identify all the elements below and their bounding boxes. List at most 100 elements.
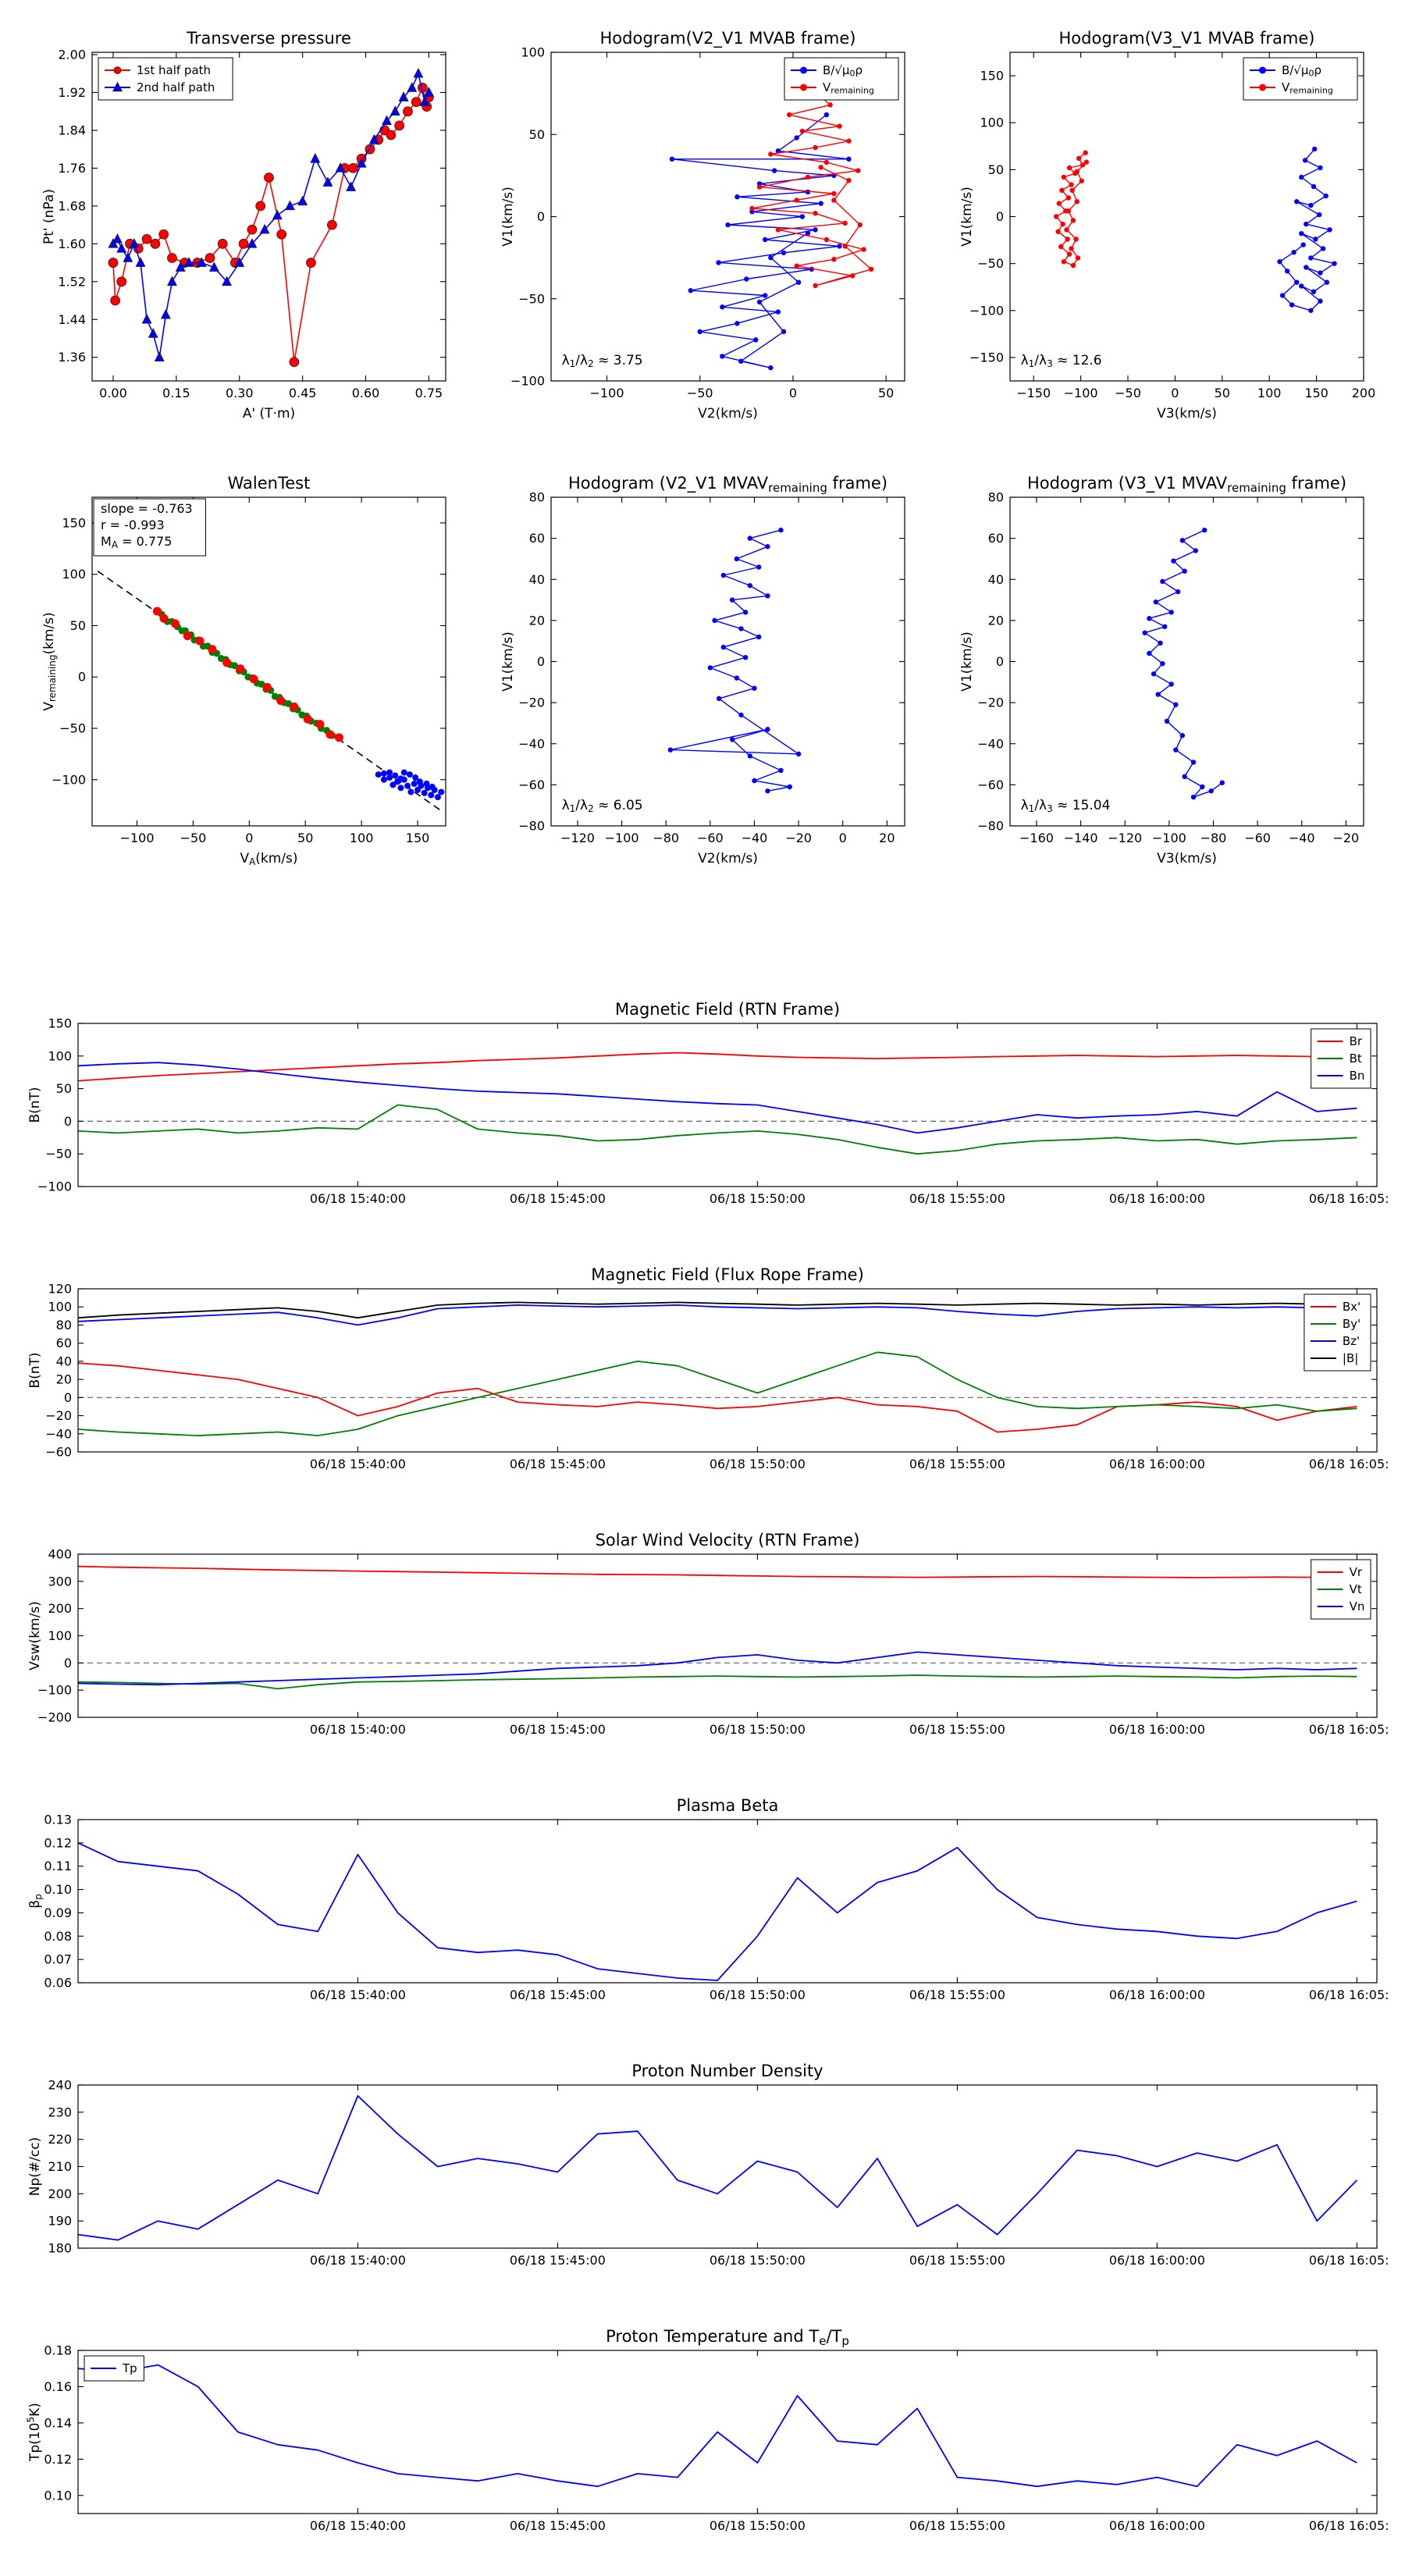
svg-text:−150: −150 bbox=[969, 350, 1004, 365]
svg-text:1.44: 1.44 bbox=[58, 312, 86, 327]
svg-text:0: 0 bbox=[996, 209, 1004, 224]
svg-text:Solar Wind Velocity (RTN Frame: Solar Wind Velocity (RTN Frame) bbox=[596, 1531, 860, 1550]
svg-text:06/18 15:40:00: 06/18 15:40:00 bbox=[310, 2518, 406, 2533]
svg-text:−160: −160 bbox=[1019, 831, 1054, 845]
svg-text:230: 230 bbox=[48, 2105, 72, 2119]
svg-text:−140: −140 bbox=[1064, 831, 1098, 845]
svg-text:0.08: 0.08 bbox=[44, 1929, 72, 1944]
svg-text:λ1/λ2 ≈ 3.75: λ1/λ2 ≈ 3.75 bbox=[562, 353, 643, 369]
svg-text:06/18 16:05:00: 06/18 16:05:00 bbox=[1309, 2518, 1389, 2533]
chart-hodogram-v3v1-mvab: −150 −100 −50 0 50 100 150 200 −150 −100 −50 0 50 100… bbox=[959, 29, 1375, 422]
svg-text:06/18 15:50:00: 06/18 15:50:00 bbox=[710, 1191, 806, 1206]
svg-text:V2(km/s): V2(km/s) bbox=[698, 406, 758, 422]
svg-text:2.00: 2.00 bbox=[58, 48, 86, 62]
svg-text:Vn: Vn bbox=[1350, 1599, 1365, 1614]
svg-text:0.07: 0.07 bbox=[44, 1952, 72, 1967]
svg-text:−40: −40 bbox=[518, 736, 545, 751]
svg-text:Bt: Bt bbox=[1350, 1051, 1362, 1066]
svg-text:B/√μ0ρ: B/√μ0ρ bbox=[823, 63, 863, 79]
svg-text:−20: −20 bbox=[518, 696, 545, 710]
svg-text:−100: −100 bbox=[52, 772, 86, 787]
chart-magnetic-field-flux-rope: 06/18 15:40:00 06/18 15:45:00 06/18 15:50:… bbox=[27, 1265, 1389, 1471]
svg-text:220: 220 bbox=[48, 2132, 72, 2147]
svg-text:A' (T·m): A' (T·m) bbox=[243, 406, 295, 422]
svg-text:0.06: 0.06 bbox=[44, 1976, 72, 1991]
svg-text:0: 0 bbox=[537, 209, 545, 224]
svg-text:Br: Br bbox=[1350, 1034, 1363, 1048]
chart-transverse-pressure: 0.00 0.15 0.30 0.45 0.60 0.75 1.36 1.44 1.52 1.60… bbox=[41, 29, 446, 422]
svg-text:−80: −80 bbox=[518, 819, 545, 834]
svg-text:Transverse pressure: Transverse pressure bbox=[186, 29, 351, 48]
chart-hodogram-v2v1-mvab: −100 −50 0 50 −100 −50 0 50 100 Hodogram(V2_V1 MV… bbox=[500, 29, 905, 422]
svg-text:20: 20 bbox=[988, 613, 1004, 628]
svg-text:Bz': Bz' bbox=[1343, 1334, 1360, 1348]
svg-text:80: 80 bbox=[56, 1318, 72, 1332]
svg-text:06/18 15:50:00: 06/18 15:50:00 bbox=[710, 1722, 806, 1737]
svg-text:150: 150 bbox=[980, 69, 1004, 84]
svg-text:−80: −80 bbox=[653, 831, 679, 845]
svg-text:0: 0 bbox=[245, 831, 253, 845]
svg-text:50: 50 bbox=[1215, 386, 1230, 400]
svg-text:Tp: Tp bbox=[122, 2361, 137, 2375]
svg-text:06/18 16:05:00: 06/18 16:05:00 bbox=[1309, 2253, 1389, 2268]
svg-text:200: 200 bbox=[48, 2186, 72, 2201]
svg-text:60: 60 bbox=[56, 1336, 72, 1350]
svg-text:200: 200 bbox=[1352, 386, 1375, 400]
svg-text:Pt' (nPa): Pt' (nPa) bbox=[41, 189, 57, 244]
svg-text:60: 60 bbox=[988, 531, 1004, 546]
svg-text:−40: −40 bbox=[1289, 831, 1315, 845]
svg-text:150: 150 bbox=[1304, 386, 1329, 400]
svg-text:0: 0 bbox=[78, 670, 86, 685]
svg-text:0.75: 0.75 bbox=[415, 386, 443, 400]
svg-text:slope = -0.763: slope = -0.763 bbox=[101, 501, 193, 516]
svg-text:06/18 15:40:00: 06/18 15:40:00 bbox=[310, 1987, 406, 2002]
svg-text:0: 0 bbox=[996, 654, 1004, 669]
svg-text:100: 100 bbox=[62, 567, 86, 582]
chart-hodogram-v3v1-mvav: −160 −140 −120 −100 −80 −60 −40 −20 −80 −60 −40 −20… bbox=[959, 474, 1364, 866]
svg-text:06/18 15:50:00: 06/18 15:50:00 bbox=[710, 1457, 806, 1471]
svg-text:06/18 15:45:00: 06/18 15:45:00 bbox=[510, 1191, 606, 1206]
svg-text:−200: −200 bbox=[37, 1710, 72, 1725]
svg-text:80: 80 bbox=[529, 490, 545, 505]
svg-text:V2(km/s): V2(km/s) bbox=[698, 851, 758, 866]
svg-text:WalenTest: WalenTest bbox=[228, 474, 311, 493]
svg-text:B(nT): B(nT) bbox=[27, 1087, 43, 1123]
svg-text:50: 50 bbox=[70, 618, 86, 633]
svg-text:λ1/λ3 ≈ 12.6: λ1/λ3 ≈ 12.6 bbox=[1021, 353, 1102, 369]
svg-text:−100: −100 bbox=[590, 386, 624, 400]
svg-text:06/18 16:05:00: 06/18 16:05:00 bbox=[1309, 1457, 1389, 1471]
svg-text:−50: −50 bbox=[687, 386, 713, 400]
chart-magnetic-field-rtn: 06/18 15:40:00 06/18 15:45:00 06/18 15:50:… bbox=[27, 1000, 1389, 1206]
svg-text:06/18 16:05:00: 06/18 16:05:00 bbox=[1309, 1191, 1389, 1206]
svg-text:−100: −100 bbox=[120, 831, 155, 845]
svg-text:Hodogram (V2_V1 MVAVremaining: Hodogram (V2_V1 MVAVremaining frame) bbox=[568, 474, 887, 495]
svg-text:Bx': Bx' bbox=[1343, 1300, 1361, 1314]
svg-text:Hodogram(V3_V1 MVAB frame): Hodogram(V3_V1 MVAB frame) bbox=[1059, 29, 1315, 48]
svg-text:V1(km/s): V1(km/s) bbox=[959, 632, 975, 692]
svg-text:−80: −80 bbox=[977, 819, 1004, 834]
svg-text:−40: −40 bbox=[45, 1426, 72, 1441]
chart-proton-temperature: 06/18 15:40:00 06/18 15:45:00 06/18 15:50:… bbox=[26, 2327, 1389, 2533]
svg-text:−60: −60 bbox=[697, 831, 724, 845]
svg-text:Magnetic Field (RTN Frame): Magnetic Field (RTN Frame) bbox=[615, 1000, 840, 1019]
svg-text:210: 210 bbox=[48, 2159, 72, 2174]
svg-text:1.60: 1.60 bbox=[58, 237, 86, 251]
svg-text:06/18 15:50:00: 06/18 15:50:00 bbox=[710, 2253, 806, 2268]
svg-text:B/√μ0ρ: B/√μ0ρ bbox=[1282, 63, 1321, 79]
svg-text:Proton Temperature and Te/Tp: Proton Temperature and Te/Tp bbox=[606, 2327, 849, 2348]
svg-text:06/18 15:45:00: 06/18 15:45:00 bbox=[510, 1722, 606, 1737]
svg-text:0: 0 bbox=[839, 831, 847, 845]
svg-text:06/18 15:45:00: 06/18 15:45:00 bbox=[510, 2253, 606, 2268]
chart-proton-number-density: 06/18 15:40:00 06/18 15:45:00 06/18 15:50:… bbox=[27, 2062, 1389, 2268]
svg-text:06/18 16:00:00: 06/18 16:00:00 bbox=[1109, 1191, 1205, 1206]
svg-text:−20: −20 bbox=[977, 696, 1004, 710]
svg-text:150: 150 bbox=[62, 515, 86, 530]
svg-text:20: 20 bbox=[56, 1372, 72, 1387]
svg-text:50: 50 bbox=[878, 386, 894, 400]
chart-hodogram-v2v1-mvav: −120 −100 −80 −60 −40 −20 0 20 −80 −60 −40 −20 0 20 40… bbox=[500, 474, 905, 866]
svg-text:06/18 15:55:00: 06/18 15:55:00 bbox=[909, 2253, 1005, 2268]
svg-text:06/18 16:00:00: 06/18 16:00:00 bbox=[1109, 2253, 1205, 2268]
svg-text:−60: −60 bbox=[977, 777, 1004, 792]
svg-text:B(nT): B(nT) bbox=[27, 1352, 43, 1388]
svg-text:40: 40 bbox=[988, 572, 1004, 587]
